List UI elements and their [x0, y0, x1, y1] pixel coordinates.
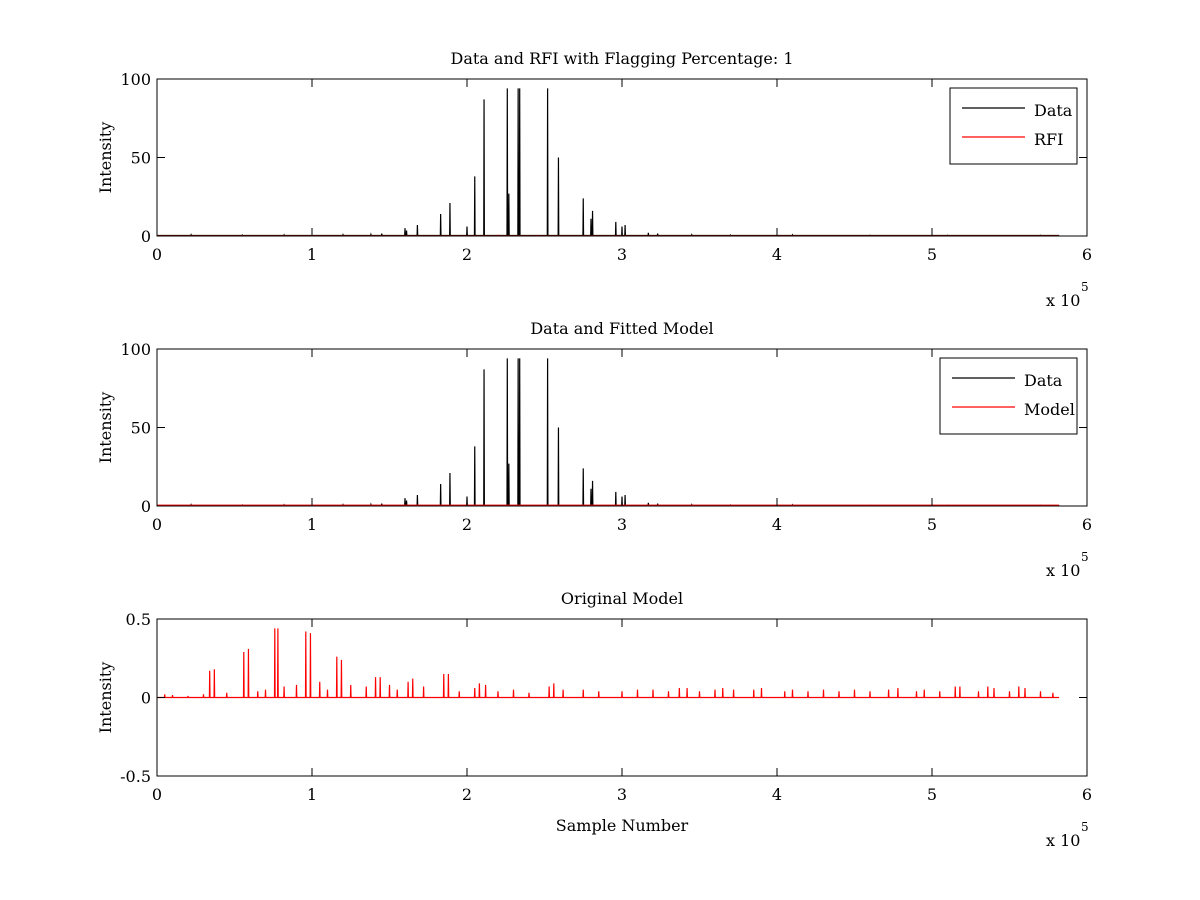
- x-tick-label: 3: [617, 785, 627, 804]
- y-tick-label: 0.5: [126, 610, 151, 629]
- x-multiplier-exponent: 5: [1081, 280, 1089, 294]
- x-tick-label: 4: [772, 515, 782, 534]
- x-tick-label: 0: [152, 515, 162, 534]
- x-multiplier-exponent: 5: [1081, 820, 1089, 834]
- y-tick-label: 50: [131, 149, 151, 168]
- y-axis-label: Intensity: [96, 122, 115, 194]
- x-tick-label: 6: [1082, 245, 1092, 264]
- x-multiplier-label: x 10: [1046, 291, 1080, 310]
- legend-box: [949, 87, 1078, 165]
- legend: Data Model: [939, 357, 1078, 435]
- y-tick-label: 50: [131, 419, 151, 438]
- x-tick-label: 2: [462, 785, 472, 804]
- y-tick-label: 100: [120, 340, 151, 359]
- y-tick-label: 0: [141, 497, 151, 516]
- x-multiplier-label: x 10: [1046, 831, 1080, 850]
- y-tick-label: 100: [120, 70, 151, 89]
- x-multiplier-exponent: 5: [1081, 550, 1089, 564]
- x-tick-label: 3: [617, 245, 627, 264]
- x-tick-label: 3: [617, 515, 627, 534]
- y-tick-label: -0.5: [120, 767, 151, 786]
- x-tick-label: 4: [772, 785, 782, 804]
- legend-label-model: Model: [1024, 400, 1075, 419]
- chart-panel-2: 0 1 2 3 4 5 6 0 50 100 Data and Fitted Model Intens…: [96, 319, 1092, 580]
- x-tick-label: 5: [927, 245, 937, 264]
- y-tick-label: 0: [141, 689, 151, 708]
- chart-panel-1: 0 1 2 3 4 5 6 0 50 100 Data and RFI with Flagging …: [96, 49, 1092, 310]
- y-axis-label: Intensity: [96, 392, 115, 464]
- chart-title: Original Model: [561, 589, 683, 608]
- legend-label-data: Data: [1024, 371, 1063, 390]
- x-tick-label: 6: [1082, 785, 1092, 804]
- axes-box: [156, 78, 1088, 237]
- x-tick-label: 1: [307, 785, 317, 804]
- x-tick-label: 0: [152, 785, 162, 804]
- x-tick-label: 1: [307, 245, 317, 264]
- x-tick-label: 0: [152, 245, 162, 264]
- legend-label-rfi: RFI: [1034, 130, 1063, 149]
- x-tick-label: 2: [462, 245, 472, 264]
- series-line-model-3: [157, 628, 1060, 699]
- x-tick-label: 5: [927, 785, 937, 804]
- x-tick-label: 1: [307, 515, 317, 534]
- legend-label-data: Data: [1034, 101, 1073, 120]
- x-tick-label: 4: [772, 245, 782, 264]
- chart-title: Data and RFI with Flagging Percentage: 1: [450, 49, 793, 68]
- x-tick-label: 2: [462, 515, 472, 534]
- series-line-data-2: [157, 358, 1060, 507]
- y-axis-label: Intensity: [96, 662, 115, 734]
- x-tick-label: 5: [927, 515, 937, 534]
- chart-title: Data and Fitted Model: [530, 319, 713, 338]
- x-multiplier-label: x 10: [1046, 561, 1080, 580]
- y-tick-label: 0: [141, 227, 151, 246]
- legend-box: [939, 357, 1078, 435]
- series-line-data-1: [157, 88, 1060, 237]
- x-tick-label: 6: [1082, 515, 1092, 534]
- x-axis-label: Sample Number: [556, 816, 689, 835]
- legend: Data RFI: [949, 87, 1078, 165]
